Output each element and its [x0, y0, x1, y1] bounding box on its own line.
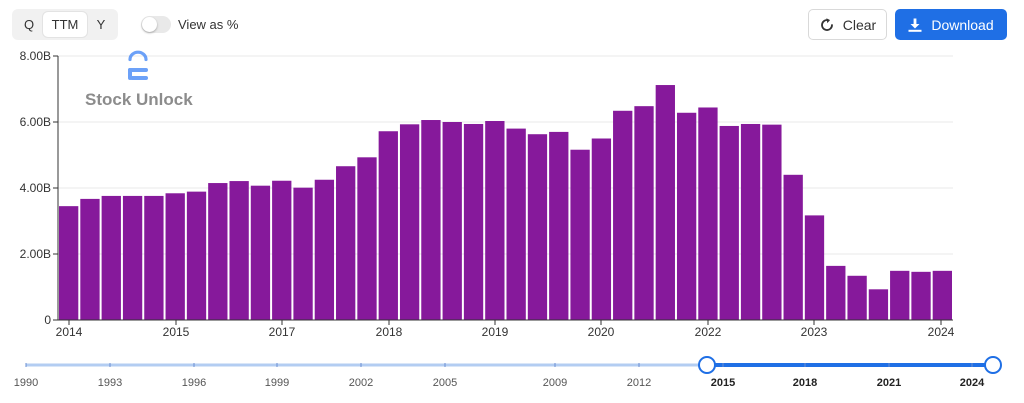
bar — [293, 187, 313, 320]
period-tab-ttm[interactable]: TTM — [43, 12, 87, 37]
slider-label: 2015 — [711, 377, 735, 389]
bar — [655, 85, 675, 320]
toggle-knob — [142, 17, 157, 32]
stock-unlock-logo-icon — [128, 50, 148, 80]
bar — [890, 270, 910, 320]
bar — [165, 193, 185, 320]
bar — [591, 138, 612, 320]
y-tick-label: 4.00B — [20, 181, 51, 195]
period-segmented-control: Q TTM Y — [12, 9, 118, 40]
clear-button-label: Clear — [842, 16, 877, 33]
watermark-text: Stock Unlock — [85, 90, 193, 109]
chart-bars — [59, 85, 952, 321]
slider-label: 2009 — [543, 377, 567, 389]
bar — [272, 180, 292, 320]
slider-label: 2012 — [627, 377, 651, 389]
bar — [421, 120, 441, 321]
bar — [698, 107, 718, 320]
x-tick-label: 2020 — [588, 325, 615, 339]
bar — [122, 195, 143, 320]
bar — [229, 181, 249, 320]
download-button[interactable]: Download — [895, 9, 1007, 40]
bar — [847, 275, 867, 320]
bar — [570, 149, 590, 320]
bar — [399, 124, 420, 320]
slider-label: 2005 — [433, 377, 457, 389]
x-tick-label: 2023 — [801, 325, 828, 339]
x-tick-label: 2019 — [482, 325, 509, 339]
bar — [613, 110, 633, 320]
bar — [634, 106, 654, 320]
bar — [762, 124, 782, 320]
x-tick-label: 2015 — [163, 325, 190, 339]
slider-label: 1996 — [182, 377, 206, 389]
slider-start-handle[interactable] — [698, 356, 716, 374]
slider-end-handle[interactable] — [984, 356, 1002, 374]
bar — [250, 185, 271, 320]
slider-ticks — [25, 363, 973, 367]
bar — [932, 270, 952, 320]
view-as-percent-toggle[interactable] — [141, 16, 171, 33]
download-button-label: Download — [931, 16, 994, 33]
x-tick-label: 2024 — [928, 325, 955, 339]
bar — [101, 195, 121, 320]
x-tick-label: 2018 — [376, 325, 403, 339]
period-tab-y[interactable]: Y — [96, 17, 106, 32]
bar — [676, 112, 697, 320]
slider-labels: 1990 1993 1996 1999 2002 2005 2009 2012 2015 2018… — [14, 377, 985, 389]
y-tick-label: 2.00B — [20, 247, 51, 261]
view-as-percent-label: View as % — [178, 17, 239, 32]
bar — [442, 122, 462, 320]
bar — [314, 179, 335, 320]
bar — [868, 289, 889, 320]
bar — [911, 271, 931, 320]
slider-label: 1990 — [14, 377, 38, 389]
slider-label: 1999 — [265, 377, 289, 389]
clear-button[interactable]: Clear — [808, 9, 887, 40]
bar — [59, 206, 79, 320]
slider-label: 2018 — [793, 377, 817, 389]
y-tick-label: 0 — [44, 313, 51, 327]
bar — [527, 134, 548, 320]
slider-label: 2021 — [877, 377, 901, 389]
period-tab-q[interactable]: Q — [23, 17, 35, 32]
bar — [485, 121, 505, 320]
y-tick-label: 6.00B — [20, 115, 51, 129]
x-tick-label: 2014 — [56, 325, 83, 339]
bar — [506, 128, 526, 320]
bar — [783, 174, 803, 320]
chart-grid — [53, 55, 953, 321]
bar — [719, 125, 739, 321]
bar — [463, 123, 484, 320]
x-tick-label: 2022 — [695, 325, 722, 339]
bar — [826, 265, 846, 320]
bar — [549, 131, 569, 320]
download-icon — [908, 18, 922, 32]
slider-label: 2024 — [960, 377, 985, 389]
bar — [336, 166, 356, 320]
refresh-icon — [819, 17, 835, 33]
date-range-slider[interactable]: 1990 1993 1996 1999 2002 2005 2009 2012 2015 2018… — [0, 350, 1024, 403]
bar — [186, 191, 207, 320]
y-axis-tick-labels: 0 2.00B 4.00B 6.00B 8.00B — [20, 49, 52, 327]
bar — [378, 131, 398, 320]
x-tick-label: 2017 — [269, 325, 296, 339]
bar — [80, 198, 100, 320]
bar — [208, 183, 228, 320]
bar — [357, 157, 377, 320]
slider-label: 2002 — [349, 377, 373, 389]
slider-label: 1993 — [98, 377, 122, 389]
bar — [804, 215, 825, 320]
y-tick-label: 8.00B — [20, 49, 51, 63]
bar — [144, 195, 164, 320]
x-axis-tick-labels: 2014 2015 2017 2018 2019 2020 2022 2023 2024 — [56, 320, 955, 339]
bar — [740, 123, 761, 320]
watermark: Stock Unlock — [85, 50, 193, 109]
